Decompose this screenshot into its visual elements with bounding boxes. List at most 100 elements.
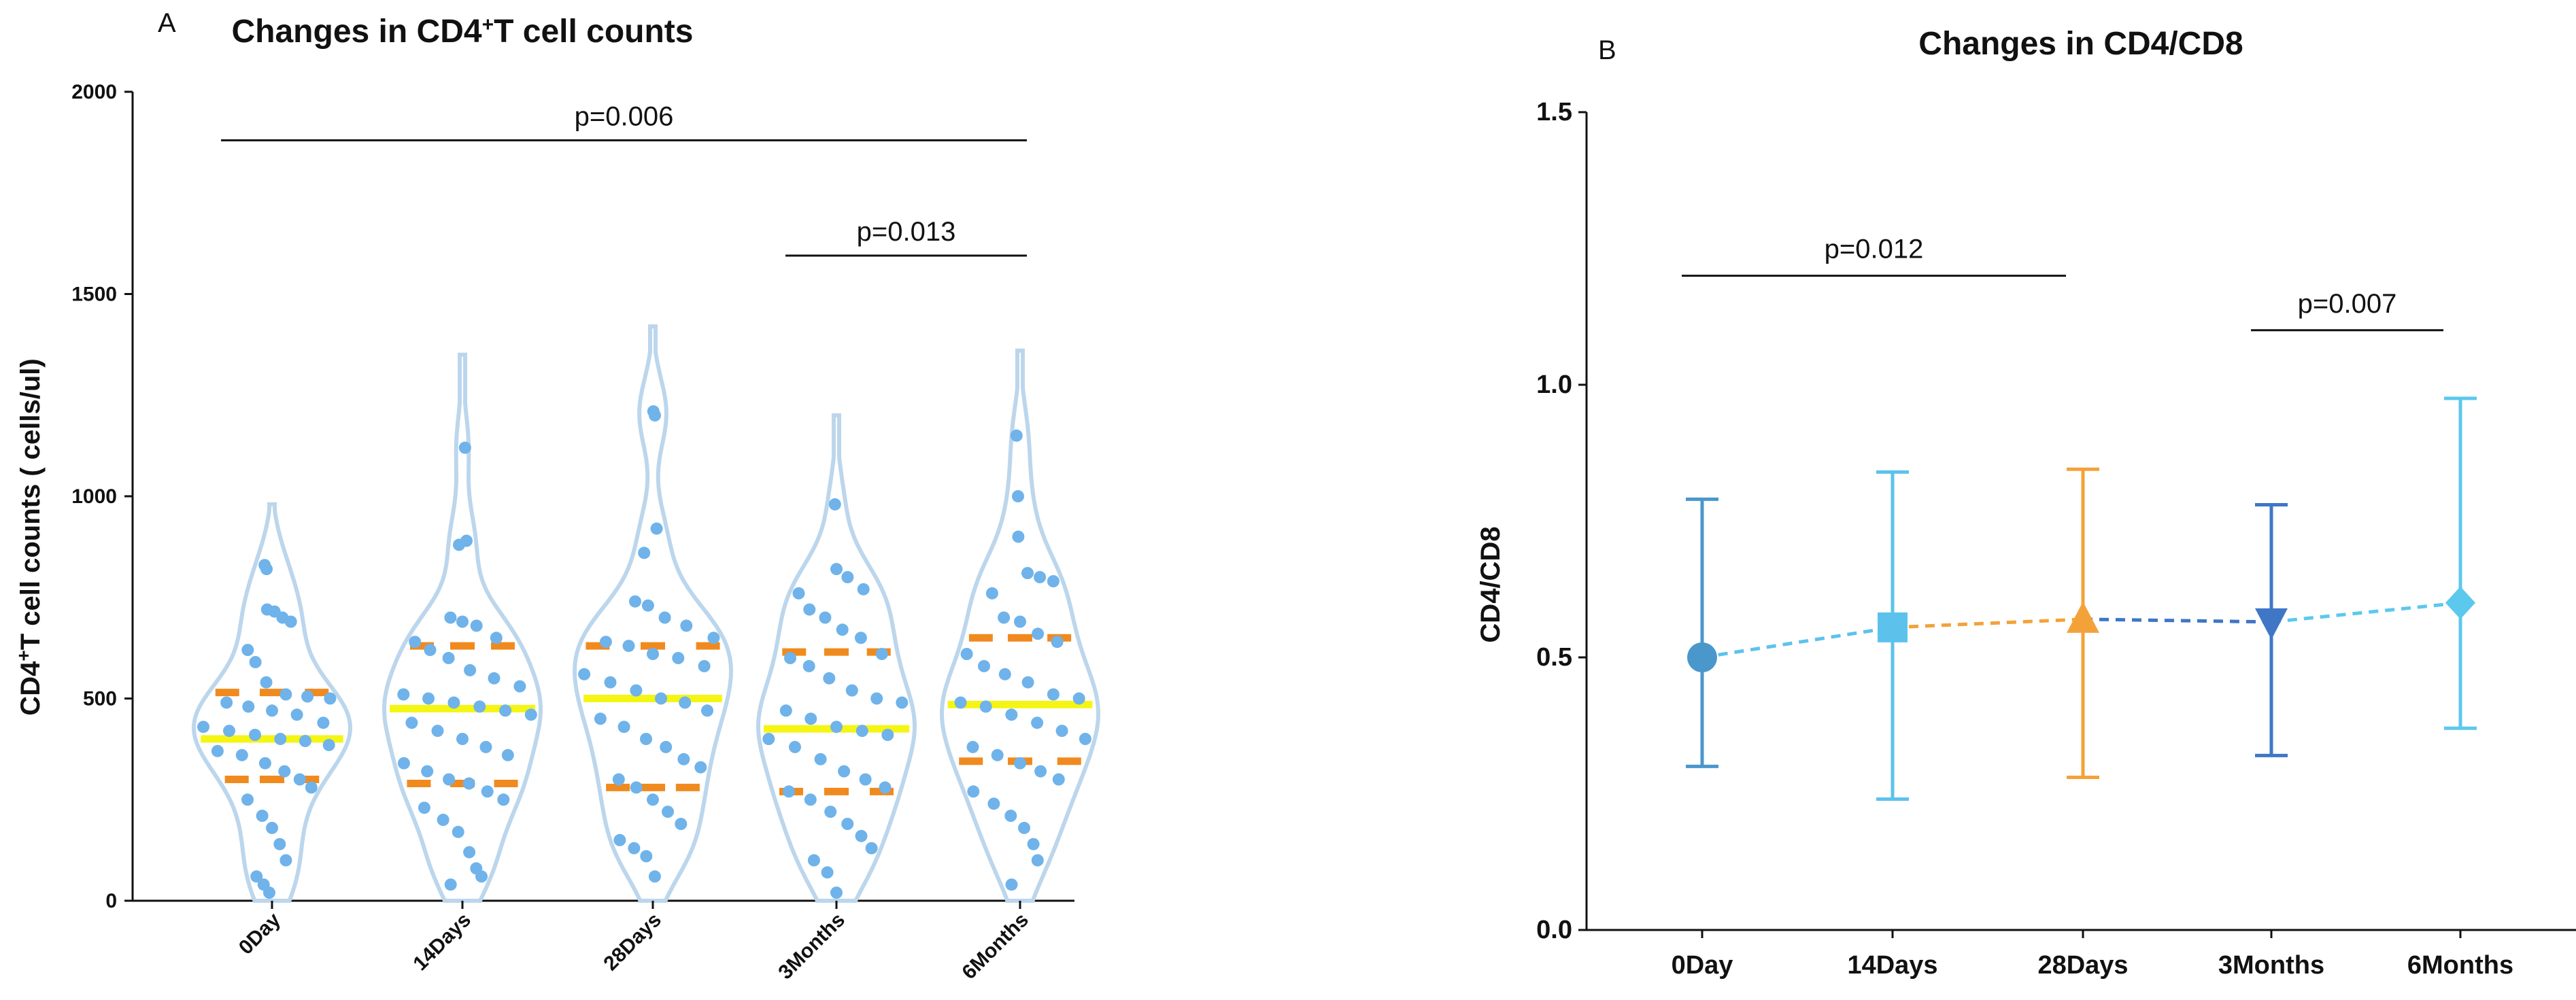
data-point-0day: [260, 676, 273, 689]
data-point-6months: [966, 740, 979, 753]
panel-b-title: Changes in CD4/CD8: [1918, 26, 2243, 62]
data-point-28days: [672, 652, 685, 664]
data-point-28days: [612, 773, 625, 786]
data-point-6months: [1072, 692, 1085, 705]
data-point-14days: [409, 636, 422, 649]
data-point-3months: [819, 611, 832, 624]
data-point-0day: [278, 765, 291, 778]
data-point-3months: [783, 785, 795, 798]
data-point-6months: [1055, 725, 1068, 738]
panel-a-x-ticks: 0Day 14Days 28Days 3Months 6Months: [235, 901, 1033, 984]
panel-a-ytick-label: 0: [105, 890, 117, 912]
data-point-6months: [1027, 838, 1040, 850]
mean-connector-line: [1701, 625, 1893, 659]
data-point-6months: [979, 700, 992, 713]
data-point-6months: [998, 668, 1011, 680]
data-point-3months: [802, 659, 815, 672]
data-point-28days: [628, 842, 641, 855]
data-point-28days: [658, 611, 671, 624]
panel-a-title: Changes in CD4+T cell counts: [232, 14, 694, 50]
data-point-28days: [694, 761, 707, 774]
data-point-14days: [422, 692, 435, 705]
data-point-0day: [235, 748, 248, 761]
panel-a-ylabel-main: CD4: [16, 661, 46, 716]
data-point-3months: [855, 829, 868, 842]
data-point-3months: [854, 632, 867, 644]
panel-b-xtick-label-14days: 14Days: [1847, 951, 1937, 980]
data-point-28days: [648, 870, 661, 883]
data-point-28days: [641, 599, 654, 612]
data-point-6months: [967, 785, 980, 798]
data-point-6months: [1004, 810, 1017, 822]
data-point-0day: [256, 810, 269, 822]
data-point-28days: [707, 632, 720, 644]
p-value-label: p=0.007: [2298, 289, 2397, 319]
panel-a-ylabel: CD4+T cell counts ( cells/ul): [13, 358, 46, 715]
panel-a-title-main: Changes in CD4: [232, 14, 482, 50]
data-point-14days: [470, 619, 483, 632]
data-point-14days: [442, 652, 455, 664]
data-point-28days: [638, 547, 651, 559]
data-point-3months: [824, 806, 837, 818]
data-point-28days: [640, 850, 653, 863]
panel-a-annotations: p=0.006 p=0.013: [221, 101, 1027, 257]
data-point-6months: [1047, 575, 1060, 587]
data-point-28days: [679, 696, 692, 709]
panel-b-ytick-label: 0.0: [1536, 916, 1572, 944]
data-point-0day: [305, 781, 318, 794]
data-point-6months: [960, 648, 973, 660]
data-point-6months: [1032, 627, 1045, 640]
panel-b-series: [1686, 396, 2477, 801]
data-point-3months: [879, 781, 892, 794]
data-point-28days: [622, 640, 635, 653]
data-point-3months: [855, 725, 868, 738]
mean-marker-triangle-down: [2255, 608, 2288, 640]
data-point-28days: [613, 833, 626, 846]
error-bar-3months: [2255, 502, 2288, 757]
mean-marker-diamond: [2445, 586, 2475, 619]
data-point-0day: [279, 854, 292, 867]
data-point-28days: [599, 636, 612, 649]
panel-b-xtick-label-6months: 6Months: [2407, 951, 2513, 980]
panel-b-xtick-label-0day: 0Day: [1672, 951, 1733, 980]
data-point-0day: [279, 688, 292, 701]
violin-6months: [939, 348, 1101, 903]
data-point-3months: [828, 498, 841, 511]
data-point-6months: [1047, 688, 1060, 701]
data-point-14days: [475, 870, 488, 883]
data-point-14days: [447, 696, 460, 709]
panel-b-annotations: p=0.012 p=0.007: [1682, 235, 2443, 332]
data-point-6months: [978, 659, 990, 672]
data-point-0day: [324, 692, 337, 705]
data-point-28days: [578, 668, 591, 680]
data-point-6months: [1079, 733, 1091, 745]
data-point-3months: [830, 563, 843, 576]
violin-outline-28days: [572, 324, 734, 903]
data-point-6months: [987, 797, 1000, 810]
data-point-3months: [789, 740, 801, 753]
data-point-0day: [263, 886, 275, 899]
data-point-0day: [250, 870, 263, 883]
data-point-14days: [443, 773, 456, 786]
data-point-28days: [650, 522, 663, 535]
data-point-0day: [220, 696, 233, 709]
data-point-3months: [823, 672, 836, 685]
data-point-3months: [841, 571, 854, 583]
data-point-6months: [1034, 571, 1047, 583]
data-point-28days: [630, 781, 643, 794]
data-point-14days: [397, 688, 410, 701]
data-point-6months: [1021, 676, 1034, 689]
data-point-3months: [845, 684, 858, 697]
data-point-28days: [698, 659, 711, 672]
panel-a-ylabel-sup: +: [13, 650, 34, 661]
data-point-3months: [804, 793, 817, 806]
data-point-6months: [1012, 490, 1024, 502]
data-point-3months: [821, 866, 834, 879]
data-point-28days: [630, 684, 643, 697]
data-point-3months: [814, 753, 827, 765]
panel-b-label: B: [1598, 35, 1616, 65]
data-point-28days: [594, 712, 607, 725]
data-point-28days: [655, 692, 667, 705]
data-point-6months: [1005, 708, 1018, 721]
data-point-6months: [1010, 429, 1023, 442]
